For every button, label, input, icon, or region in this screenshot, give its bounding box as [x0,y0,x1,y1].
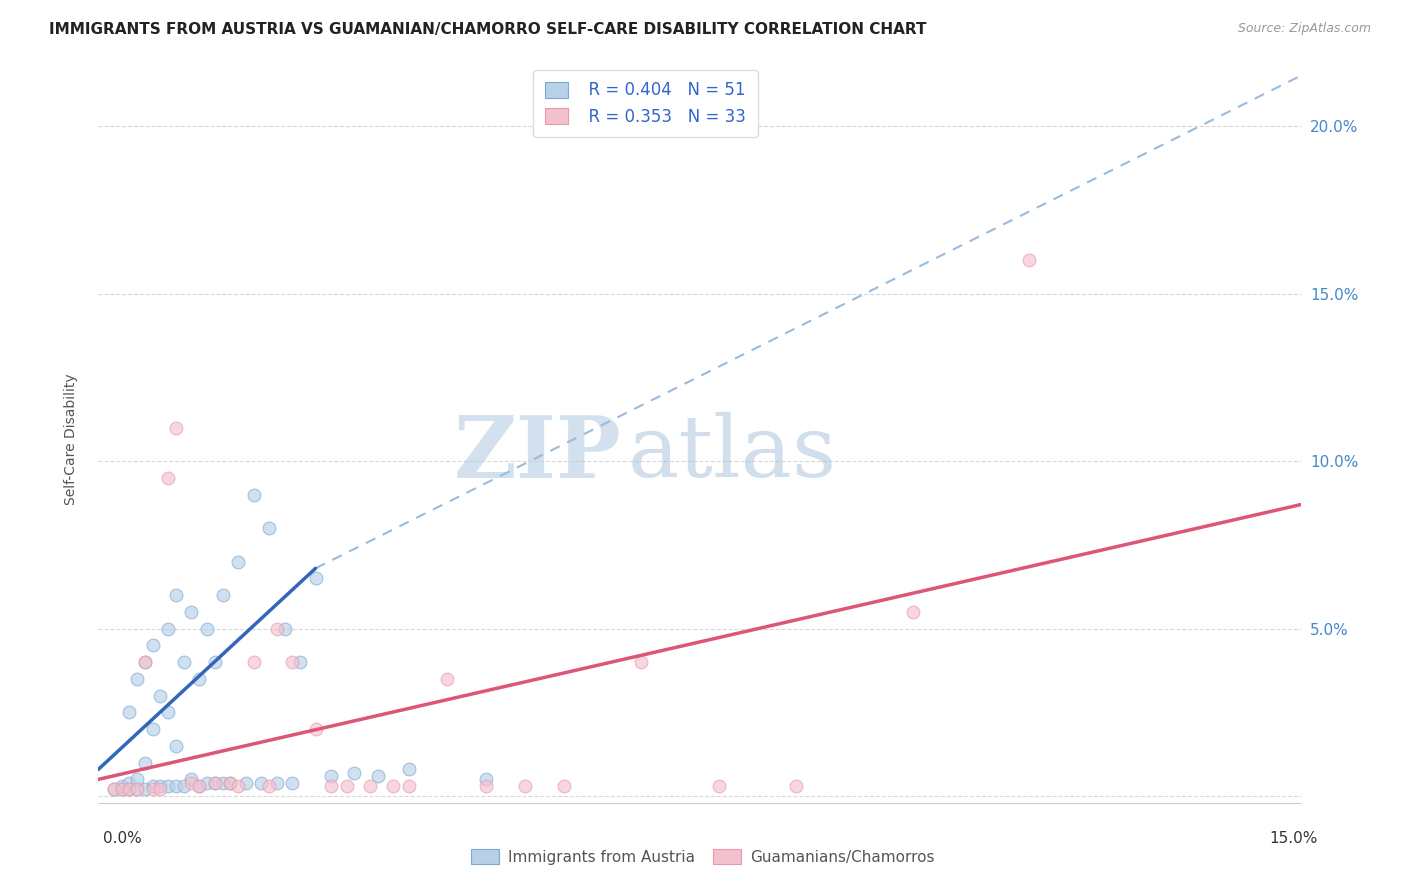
Point [211,775,233,789]
Point [134,782,156,797]
Point [149,689,172,703]
Point [157,706,180,720]
Point [211,588,233,602]
Point [219,775,242,789]
Point [475,779,498,793]
Point [336,779,359,793]
Point [304,571,326,585]
Point [281,655,304,669]
Point [367,769,389,783]
Point [901,605,924,619]
Point [180,772,202,787]
Point [257,779,280,793]
Point [319,779,342,793]
Point [630,655,652,669]
Point [157,471,180,485]
Point [157,622,180,636]
Point [266,622,288,636]
Point [118,706,141,720]
Legend:   R = 0.404   N = 51,   R = 0.353   N = 33: R = 0.404 N = 51, R = 0.353 N = 33 [533,70,758,137]
Point [281,775,304,789]
Point [436,672,458,686]
Point [111,782,134,797]
Point [242,487,264,501]
Point [250,775,273,789]
Point [111,779,134,793]
Point [242,655,264,669]
Text: atlas: atlas [627,412,837,495]
Point [319,769,342,783]
Point [127,782,149,797]
Point [149,782,172,797]
Point [785,779,807,793]
Point [273,622,295,636]
Point [343,765,366,780]
Point [475,772,498,787]
Point [204,775,226,789]
Point [1018,253,1040,268]
Point [111,782,134,797]
Point [118,775,141,789]
Point [118,782,141,797]
Point [398,762,420,776]
Point [142,782,165,797]
Point [226,779,249,793]
Point [173,779,195,793]
Point [118,782,141,797]
Point [103,782,125,797]
Point [266,775,288,789]
Y-axis label: Self-Care Disability: Self-Care Disability [63,374,77,505]
Point [173,655,195,669]
Point [359,779,381,793]
Point [165,739,187,753]
Point [157,779,180,793]
Point [180,775,202,789]
Point [127,672,149,686]
Point [226,555,249,569]
Point [149,779,172,793]
Point [235,775,257,789]
Point [180,605,202,619]
Text: ZIP: ZIP [454,412,621,496]
Point [134,655,156,669]
Legend: Immigrants from Austria, Guamanians/Chamorros: Immigrants from Austria, Guamanians/Cham… [465,843,941,871]
Point [204,775,226,789]
Point [304,722,326,736]
Point [195,775,218,789]
Point [134,756,156,770]
Point [165,779,187,793]
Point [103,782,125,797]
Point [142,779,165,793]
Point [188,672,211,686]
Text: 0.0%: 0.0% [103,831,142,846]
Point [195,622,218,636]
Point [398,779,420,793]
Point [127,772,149,787]
Text: IMMIGRANTS FROM AUSTRIA VS GUAMANIAN/CHAMORRO SELF-CARE DISABILITY CORRELATION C: IMMIGRANTS FROM AUSTRIA VS GUAMANIAN/CHA… [49,22,927,37]
Point [288,655,311,669]
Text: Source: ZipAtlas.com: Source: ZipAtlas.com [1237,22,1371,36]
Point [165,588,187,602]
Point [553,779,575,793]
Point [134,655,156,669]
Point [188,779,211,793]
Point [127,782,149,797]
Point [382,779,405,793]
Point [142,722,165,736]
Point [513,779,536,793]
Point [204,655,226,669]
Point [165,420,187,434]
Point [257,521,280,535]
Point [707,779,730,793]
Point [142,638,165,652]
Point [219,775,242,789]
Text: 15.0%: 15.0% [1270,831,1317,846]
Point [188,779,211,793]
